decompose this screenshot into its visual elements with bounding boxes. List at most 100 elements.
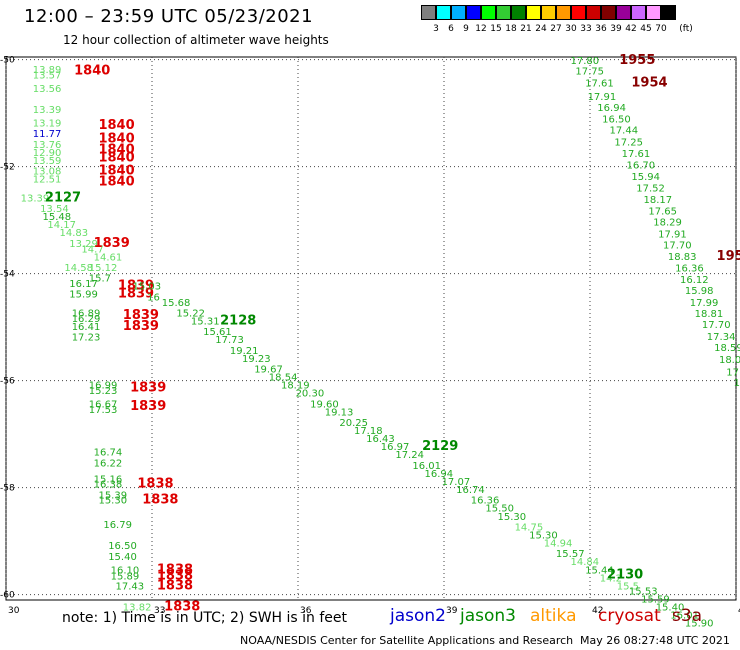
wave-height-label: 11.77 bbox=[33, 129, 62, 140]
wave-height-label: 15.12 bbox=[89, 263, 118, 274]
wave-height-label: 16.36 bbox=[471, 496, 500, 507]
wave-height-label: 15.16 bbox=[94, 474, 123, 485]
wave-height-label: 13.57 bbox=[33, 70, 62, 81]
wave-height-label: 16.97 bbox=[381, 442, 410, 453]
satellite-pass-time-label: 1840 bbox=[98, 142, 134, 157]
satellite-pass-time-label: 1839 bbox=[118, 279, 154, 294]
y-tick-label: -54 bbox=[0, 270, 15, 280]
colorbar-swatch bbox=[436, 5, 451, 20]
colorbar-swatch bbox=[481, 5, 496, 20]
wave-height-label: 17.70 bbox=[663, 241, 692, 252]
wave-height-label: 18.19 bbox=[281, 381, 310, 392]
wave-height-label: 13.39 bbox=[21, 193, 50, 204]
wave-height-label: 16.94 bbox=[597, 103, 626, 114]
satellite-pass-time-label: 1840 bbox=[98, 164, 134, 179]
satellite-pass-time-label: 1839 bbox=[123, 308, 159, 323]
satellite-pass-time-label: 1840 bbox=[98, 150, 134, 165]
satellite-pass-time-label: 1838 bbox=[157, 578, 193, 593]
y-tick-label: -50 bbox=[0, 56, 15, 66]
wave-height-label: 17.65 bbox=[648, 206, 677, 217]
wave-height-label: 17.25 bbox=[614, 137, 643, 148]
satellite-pass-time-label: 1839 bbox=[123, 319, 159, 334]
wave-height-label: 15.90 bbox=[685, 619, 714, 630]
wave-height-label: 14.75 bbox=[515, 522, 544, 533]
wave-height-label: 15.03 bbox=[133, 282, 162, 293]
wave-height-label: 17.07 bbox=[442, 477, 471, 488]
wave-height-label: 13.19 bbox=[33, 119, 62, 130]
wave-height-label: 18.54 bbox=[269, 373, 298, 384]
wave-height-label: 20.25 bbox=[339, 418, 368, 429]
colorbar-swatch bbox=[661, 5, 676, 20]
colorbar-tick-label: 45 bbox=[640, 24, 652, 34]
satellite-pass-time-label: 1838 bbox=[157, 562, 193, 577]
colorbar-swatch bbox=[616, 5, 631, 20]
wave-height-label: 18.81 bbox=[695, 309, 724, 320]
wave-height-label: 16.94 bbox=[425, 469, 454, 480]
satellite-pass-time-label: 1840 bbox=[98, 118, 134, 133]
wave-height-label: 17.75 bbox=[575, 67, 604, 78]
wave-height-label: 17.44 bbox=[609, 126, 638, 137]
colorbar-tick-label: 6 bbox=[448, 24, 454, 34]
colorbar-tick-label: 36 bbox=[595, 24, 607, 34]
satellite-pass-time-label: 1953 bbox=[717, 249, 740, 264]
colorbar-tick-label: 15 bbox=[490, 24, 502, 34]
chart-subtitle: 12 hour collection of altimeter wave hei… bbox=[63, 33, 329, 47]
wave-height-label: 16.74 bbox=[456, 485, 485, 496]
wave-height-label: 13.59 bbox=[33, 156, 62, 167]
wave-height-label: 17.52 bbox=[636, 183, 665, 194]
y-tick-label: -60 bbox=[0, 591, 15, 601]
plot-frame bbox=[5, 56, 737, 601]
wave-height-label: 14.94 bbox=[544, 539, 573, 550]
colorbar-tick-label: 30 bbox=[565, 24, 577, 34]
wave-height-label: 16.70 bbox=[627, 160, 656, 171]
wave-height-label: 17. bbox=[726, 367, 740, 378]
wave-height-label: 18.0 bbox=[719, 355, 740, 366]
colorbar-tick-label: 27 bbox=[550, 24, 562, 34]
legend-altika: altika bbox=[530, 606, 577, 626]
colorbar-swatch bbox=[631, 5, 646, 20]
wave-height-label: 17.91 bbox=[658, 229, 687, 240]
colorbar-swatch bbox=[466, 5, 481, 20]
colorbar-tick-label: 12 bbox=[475, 24, 487, 34]
wave-height-label: 14.7 bbox=[81, 244, 103, 255]
satellite-pass-time-label: 2127 bbox=[45, 190, 81, 205]
colorbar-tick-label: 39 bbox=[610, 24, 622, 34]
wave-height-label: 17.23 bbox=[72, 333, 101, 344]
colorbar-swatch bbox=[601, 5, 616, 20]
satellite-pass-time-label: 1839 bbox=[94, 236, 130, 251]
colorbar-swatch bbox=[451, 5, 466, 20]
chart-title: 12:00 – 23:59 UTC 05/23/2021 bbox=[24, 6, 314, 27]
wave-height-label: 13.76 bbox=[33, 140, 62, 151]
wave-height-label: 17.24 bbox=[395, 450, 424, 461]
x-tick-label: 33 bbox=[154, 606, 165, 616]
wave-height-label: 15.98 bbox=[685, 286, 714, 297]
wave-height-label: 16.29 bbox=[72, 314, 101, 325]
wave-height-label: 15.89 bbox=[111, 572, 140, 583]
wave-height-label: 16.01 bbox=[412, 461, 441, 472]
wave-height-label: 18.17 bbox=[644, 195, 673, 206]
wave-height-label: 15.5 bbox=[617, 581, 639, 592]
x-tick-label: 36 bbox=[300, 606, 312, 616]
x-tick-label: 42 bbox=[592, 606, 603, 616]
wave-height-label: 18.29 bbox=[653, 218, 682, 229]
wave-height-label: 13.56 bbox=[33, 84, 62, 95]
satellite-pass-time-label: 1840 bbox=[98, 174, 134, 189]
colorbar-swatch bbox=[421, 5, 436, 20]
colorbar-swatch bbox=[556, 5, 571, 20]
wave-height-label: 15.7 bbox=[89, 274, 111, 285]
wave-height-label: 14.58 bbox=[64, 263, 93, 274]
wave-height-label: 15.94 bbox=[631, 172, 660, 183]
wave-height-label: 17.18 bbox=[354, 426, 383, 437]
wave-height-label: 13.89 bbox=[33, 65, 62, 76]
colorbar-tick-label: 33 bbox=[580, 24, 592, 34]
wave-height-label: 18.83 bbox=[668, 252, 697, 263]
generated-timestamp: May 26 08:27:48 UTC 2021 bbox=[580, 634, 730, 647]
wave-height-label: 15.50 bbox=[485, 504, 514, 515]
wave-height-label: 16.43 bbox=[366, 434, 395, 445]
wave-height-label: 16.17 bbox=[69, 279, 98, 290]
wave-height-label: 16.74 bbox=[94, 448, 123, 459]
wave-height-label: 15.57 bbox=[556, 549, 585, 560]
x-tick-label: 45 bbox=[738, 606, 740, 616]
wave-height-label: 17.53 bbox=[89, 405, 118, 416]
wave-height-label: 14.61 bbox=[94, 252, 123, 263]
